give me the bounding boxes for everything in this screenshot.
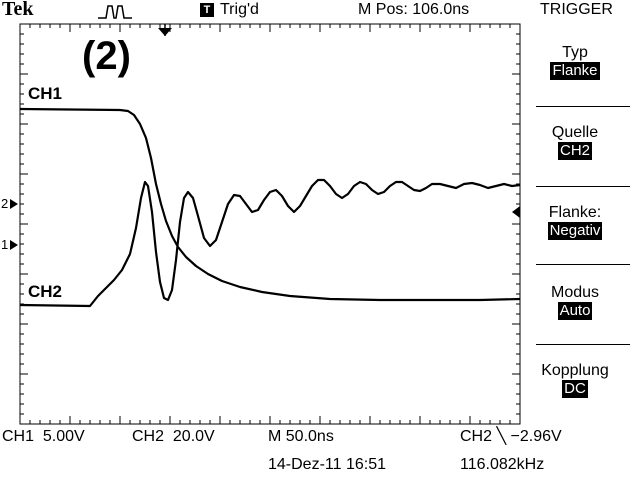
ch1-scale: CH1 5.00V <box>2 428 85 446</box>
menu-item-modus[interactable]: Modus Auto <box>520 284 630 320</box>
ch2-marker-label: 2 <box>1 196 9 211</box>
m-pos-readout: M Pos: 106.0ns <box>358 1 470 18</box>
overlay-annotation: (2) <box>82 34 131 78</box>
menu-item-flanke[interactable]: Flanke: Negativ <box>520 204 630 240</box>
graticule-ticks <box>19 23 521 425</box>
menu-value: CH2 <box>557 142 592 160</box>
menu-label: Modus <box>550 284 600 301</box>
ch1-waveform <box>19 107 521 302</box>
ch1-scale-value: 5.00V <box>42 428 85 445</box>
trigger-readout: CH2 ╲ −2.96V <box>460 428 562 445</box>
menu-label: Typ <box>562 44 588 61</box>
ch2-ground-marker <box>10 199 18 209</box>
menu-label: Quelle <box>551 124 599 141</box>
menu-divider <box>536 344 630 345</box>
trigger-level-marker <box>512 206 520 218</box>
ch1-scale-name: CH1 <box>2 428 35 445</box>
menu-value: Negativ <box>547 222 603 240</box>
menu-item-quelle[interactable]: Quelle CH2 <box>520 124 630 160</box>
trigger-state-badge: T <box>200 2 214 17</box>
trigger-status: T Trig'd <box>200 1 259 19</box>
menu-item-kopplung[interactable]: Kopplung DC <box>520 362 630 398</box>
menu-value: Auto <box>557 302 593 320</box>
menu-item-typ[interactable]: Typ Flanke <box>520 44 630 80</box>
menu-value: DC <box>562 380 588 398</box>
ch2-scale-value: 20.0V <box>172 428 215 445</box>
ch2-scale-name: CH2 <box>132 428 165 445</box>
ch1-marker-label: 1 <box>1 237 9 252</box>
ch2-waveform <box>19 178 521 308</box>
menu-label: Flanke: <box>548 204 602 221</box>
menu-divider <box>536 186 630 187</box>
menu-divider <box>536 106 630 107</box>
datetime-readout: 14-Dez-11 16:51 <box>268 456 386 473</box>
frequency-readout: 116.082kHz <box>460 456 545 473</box>
acquisition-pulse-icon <box>98 2 132 25</box>
ch1-label: CH1 <box>28 84 63 103</box>
trigger-state-text: Trig'd <box>220 1 259 18</box>
trigger-menu-title: TRIGGER <box>540 1 613 18</box>
ch2-label: CH2 <box>28 282 63 301</box>
menu-value: Flanke <box>550 62 600 80</box>
brand-logo: Tek <box>2 0 34 20</box>
menu-label: Kopplung <box>541 362 609 379</box>
ch2-scale: CH2 20.0V <box>132 428 215 446</box>
ch1-ground-marker <box>10 240 18 250</box>
graticule-border <box>19 23 521 425</box>
menu-divider <box>536 264 630 265</box>
timebase-readout: M 50.0ns <box>268 428 334 445</box>
